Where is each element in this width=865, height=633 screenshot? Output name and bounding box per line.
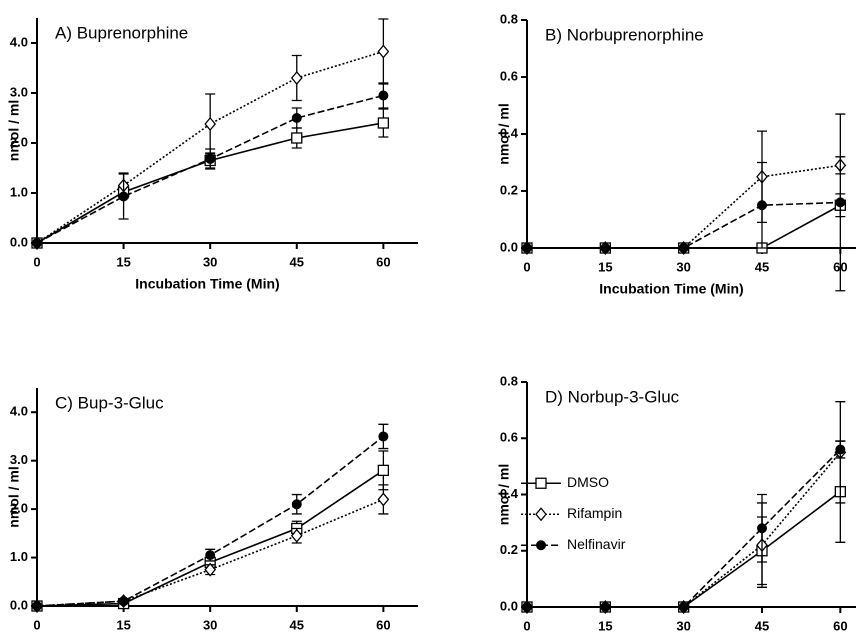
y-tick-label: 0.0 — [500, 598, 518, 613]
series-line — [36, 469, 384, 607]
chart-title: B) Norbuprenorphine — [545, 25, 704, 44]
x-tick-label: 30 — [203, 254, 217, 269]
marker — [291, 113, 302, 123]
legend-label: DMSO — [567, 474, 609, 490]
y-axis-label: nmol / ml — [496, 103, 512, 164]
marker — [378, 90, 389, 101]
legend-label: Nelfinavir — [567, 536, 626, 552]
y-tick-label: 0.0 — [500, 239, 518, 254]
marker — [118, 191, 129, 202]
marker — [377, 492, 390, 507]
marker — [377, 117, 390, 129]
marker — [205, 550, 216, 561]
x-tick-label: 15 — [598, 259, 612, 274]
y-axis-label: nmol / ml — [496, 464, 512, 525]
x-tick-label: 45 — [755, 259, 769, 274]
y-tick-label: 0.6 — [500, 68, 518, 83]
legend-marker — [536, 540, 546, 551]
y-tick-label: 0.4 — [500, 125, 519, 140]
series-line — [527, 164, 841, 249]
marker — [835, 197, 846, 208]
y-tick-label: 4.0 — [10, 34, 28, 49]
x-tick-label: 15 — [598, 618, 612, 633]
y-tick-label: 0.4 — [500, 486, 519, 501]
legend-marker — [535, 477, 547, 489]
marker — [678, 243, 689, 253]
x-tick-label: 60 — [376, 617, 390, 632]
legend-marker — [535, 507, 547, 522]
x-tick-label: 0 — [523, 618, 530, 633]
y-tick-label: 0.8 — [500, 373, 518, 388]
x-tick-label: 45 — [755, 618, 769, 633]
chart-title: A) Buprenorphine — [55, 23, 188, 42]
x-axis-label: Incubation Time (Min) — [599, 281, 743, 297]
x-tick-label: 0 — [523, 259, 530, 274]
x-tick-label: 60 — [376, 254, 390, 269]
x-tick-label: 45 — [290, 254, 304, 269]
x-tick-label: 45 — [290, 617, 304, 632]
y-tick-label: 2.0 — [10, 501, 28, 516]
marker — [118, 596, 129, 607]
marker — [378, 431, 389, 442]
chart-title: C) Bup-3-Gluc — [55, 393, 164, 412]
marker — [600, 602, 611, 612]
marker — [204, 562, 217, 577]
y-tick-label: 3.0 — [10, 84, 28, 99]
y-tick-label: 0.2 — [500, 182, 518, 197]
marker — [290, 528, 303, 543]
legend-label: Rifampin — [567, 505, 622, 521]
x-tick-label: 60 — [833, 618, 847, 633]
y-axis-label: nmol / ml — [6, 466, 22, 527]
x-tick-label: 30 — [676, 618, 690, 633]
marker — [32, 601, 42, 611]
x-tick-label: 0 — [33, 254, 40, 269]
marker — [32, 238, 42, 248]
chart-title: D) Norbup-3-Gluc — [545, 387, 680, 406]
marker — [291, 499, 302, 510]
marker — [678, 602, 689, 612]
x-tick-label: 30 — [676, 259, 690, 274]
marker — [757, 523, 767, 534]
marker — [204, 116, 217, 132]
marker — [835, 444, 846, 455]
x-tick-label: 15 — [116, 254, 130, 269]
x-tick-label: 0 — [33, 617, 40, 632]
marker — [377, 44, 390, 59]
y-axis-label: nmol / ml — [6, 100, 22, 161]
y-tick-label: 0.0 — [10, 597, 28, 612]
y-tick-label: 1.0 — [10, 549, 28, 564]
y-tick-label: 3.0 — [10, 452, 28, 467]
marker — [291, 132, 303, 144]
marker — [757, 200, 767, 211]
y-tick-label: 0.0 — [10, 234, 28, 249]
series-line — [36, 498, 384, 607]
x-axis-label: Incubation Time (Min) — [135, 276, 279, 292]
y-tick-label: 2.0 — [10, 134, 28, 149]
marker — [522, 243, 532, 253]
y-tick-label: 0.6 — [500, 430, 518, 445]
marker — [522, 602, 532, 612]
y-tick-label: 1.0 — [10, 184, 28, 199]
marker — [377, 464, 390, 477]
marker — [290, 70, 303, 86]
marker — [205, 154, 216, 164]
x-tick-label: 30 — [203, 617, 217, 632]
series-line — [36, 50, 384, 244]
y-tick-label: 0.2 — [500, 542, 518, 557]
x-tick-label: 15 — [116, 617, 130, 632]
y-tick-label: 4.0 — [10, 404, 28, 419]
marker — [600, 243, 611, 253]
y-tick-label: 0.8 — [500, 11, 518, 26]
